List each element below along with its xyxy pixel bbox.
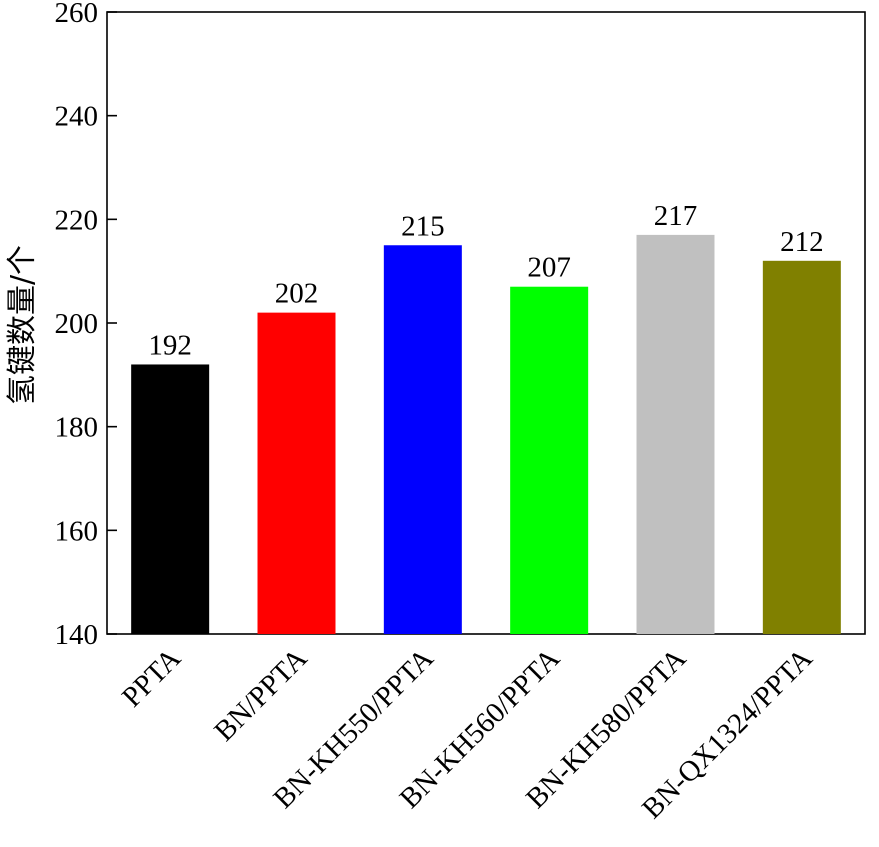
bar — [131, 364, 210, 634]
plot-frame — [106, 11, 866, 635]
data-label: 217 — [654, 200, 698, 232]
y-tick-label: 140 — [55, 619, 99, 651]
bar — [257, 312, 336, 634]
y-tick-label: 220 — [55, 204, 99, 236]
y-axis-label: 氢键数量/个 — [5, 245, 40, 405]
y-tick-label: 160 — [55, 515, 99, 547]
data-labels: 192 202 215 207 217 212 — [148, 200, 823, 362]
bar — [383, 245, 462, 634]
data-label: 215 — [401, 210, 445, 242]
y-tick-label: 180 — [55, 412, 99, 444]
x-tick-label: BN/PPTA — [208, 642, 313, 747]
x-tick-label: PPTA — [116, 642, 187, 713]
y-axis: 140 160 180 200 220 240 260 — [55, 0, 117, 651]
data-label: 192 — [148, 329, 192, 361]
x-axis: PPTA BN/PPTABN-KH550/PPTABN-KH560/PPTABN-… — [116, 642, 819, 825]
data-label: 212 — [780, 226, 824, 258]
y-tick-label: 200 — [55, 308, 99, 340]
data-label: 207 — [527, 252, 571, 284]
bar — [510, 286, 589, 634]
bar — [762, 260, 841, 634]
data-label: 202 — [275, 278, 319, 310]
plot-area-border — [106, 11, 866, 635]
bars — [131, 234, 841, 634]
bar — [636, 234, 715, 634]
y-tick-label: 240 — [55, 101, 99, 133]
y-tick-label: 260 — [55, 0, 99, 29]
